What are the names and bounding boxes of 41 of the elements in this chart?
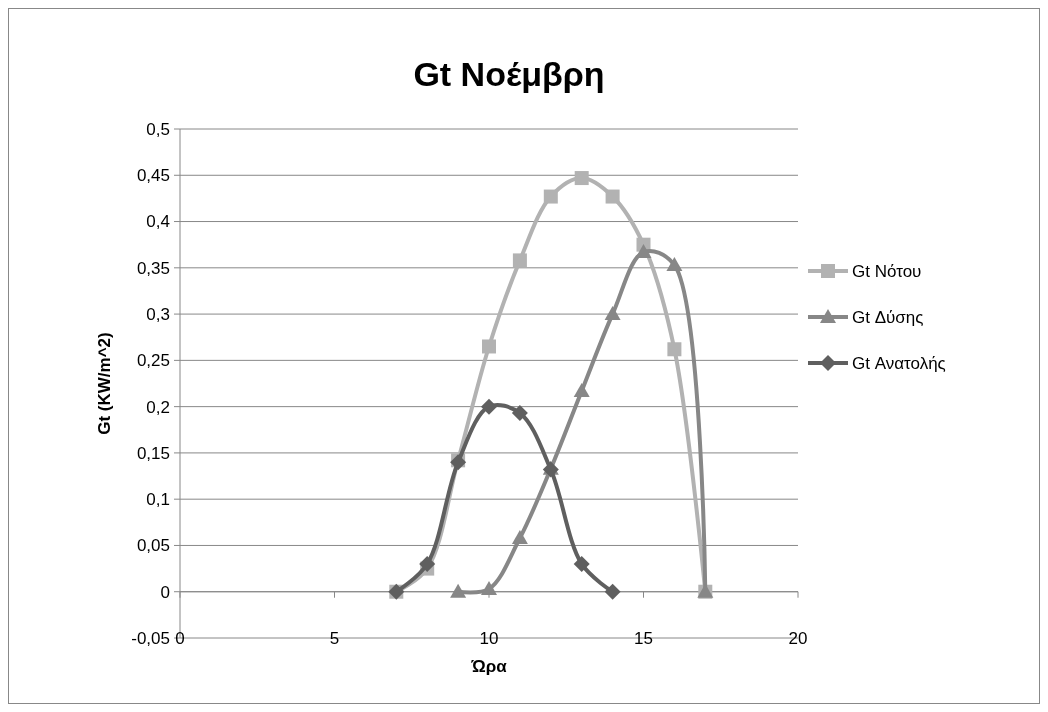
y-tick-label: 0 (160, 582, 170, 602)
point (573, 382, 590, 397)
y-tick-label: 0,45 (136, 166, 170, 186)
point (604, 583, 621, 600)
point (419, 555, 436, 572)
x-axis-title: Ώρα (470, 657, 508, 676)
point (605, 189, 620, 204)
legend-label: Gt Ανατολής (852, 353, 946, 373)
point (574, 171, 589, 186)
x-tick-label: 5 (329, 629, 340, 648)
y-tick-label: 0,15 (136, 443, 170, 463)
point (573, 555, 590, 572)
point (450, 583, 467, 598)
y-tick-label: -0,05 (131, 628, 170, 648)
y-tick-label: 0,1 (146, 490, 170, 510)
point (481, 580, 497, 595)
y-tick-label: 0,35 (136, 258, 170, 278)
y-tick-label: 0,2 (146, 397, 170, 417)
point (512, 253, 527, 268)
point (511, 405, 528, 422)
point (666, 257, 683, 272)
point (604, 306, 621, 321)
point (482, 339, 496, 354)
point (635, 244, 652, 259)
point (511, 530, 528, 545)
y-tick-label: 0,4 (146, 212, 170, 232)
x-tick-label: 0 (175, 629, 185, 648)
x-tick-label: 20 (788, 629, 808, 648)
y-tick-label: 0,05 (136, 536, 170, 556)
legend-label: Gt Δύσης (852, 307, 924, 327)
chart-title: Gt Νοέμβρη (413, 55, 605, 93)
y-axis-title: Gt (KW/m^2) (95, 332, 114, 435)
point (543, 189, 558, 204)
x-tick-label: 15 (634, 629, 653, 648)
y-tick-label: 0,25 (136, 351, 170, 371)
point (667, 342, 682, 357)
y-tick-label: 0,5 (146, 119, 170, 139)
x-tick-label: 10 (479, 629, 499, 648)
y-tick-label: 0,3 (146, 305, 170, 325)
point (481, 398, 497, 415)
legend-label: Gt Νότου (852, 261, 922, 281)
